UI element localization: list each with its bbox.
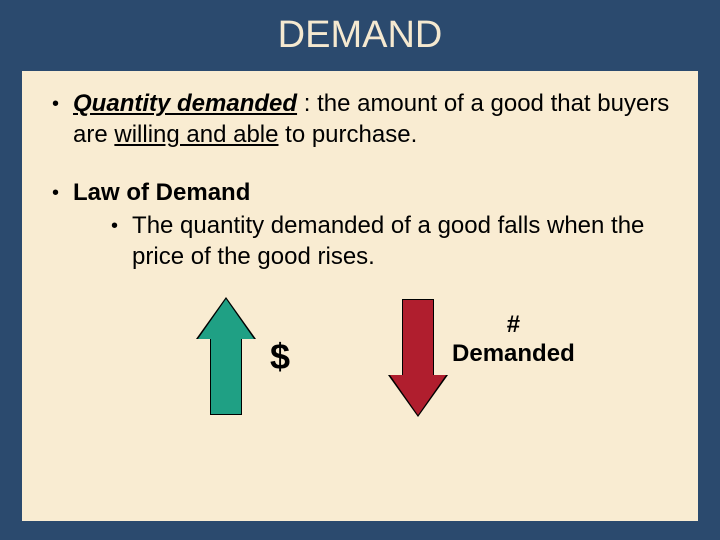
arrows-row: $ # Demanded xyxy=(48,299,672,415)
dollar-label: $ xyxy=(270,336,290,378)
term-space xyxy=(297,90,304,117)
slide: DEMAND • Quantity demanded : the amount … xyxy=(0,0,720,540)
price-up-group: $ xyxy=(198,299,290,415)
content-panel: • Quantity demanded : the amount of a go… xyxy=(22,71,698,521)
bullet-dot: • xyxy=(52,89,59,119)
law-definition: The quantity demanded of a good falls wh… xyxy=(132,211,672,272)
arrow-up-icon xyxy=(198,299,254,415)
def-post: to purchase. xyxy=(278,121,417,148)
sub-bullet-dot: • xyxy=(111,211,118,241)
colon: : xyxy=(304,90,317,117)
bullet-law-of-demand: • Law of Demand • The quantity demanded … xyxy=(48,178,672,272)
demanded-label: # Demanded xyxy=(452,311,575,369)
slide-title: DEMAND xyxy=(22,14,698,57)
law-heading: Law of Demand xyxy=(73,179,250,206)
bullet-dot: • xyxy=(52,178,59,208)
bullet-text: Quantity demanded : the amount of a good… xyxy=(73,89,672,150)
hash-label: # xyxy=(452,311,575,340)
bullet-quantity-demanded: • Quantity demanded : the amount of a go… xyxy=(48,89,672,150)
bullet-text: Law of Demand • The quantity demanded of… xyxy=(73,178,672,272)
sub-bullet-law: • The quantity demanded of a good falls … xyxy=(107,211,672,272)
arrow-down-icon xyxy=(390,299,446,415)
term-quantity-demanded: Quantity demanded xyxy=(73,90,297,117)
demanded-text: Demanded xyxy=(452,340,575,369)
def-underlined: willing and able xyxy=(114,121,278,148)
demand-down-group: # Demanded xyxy=(390,299,575,415)
